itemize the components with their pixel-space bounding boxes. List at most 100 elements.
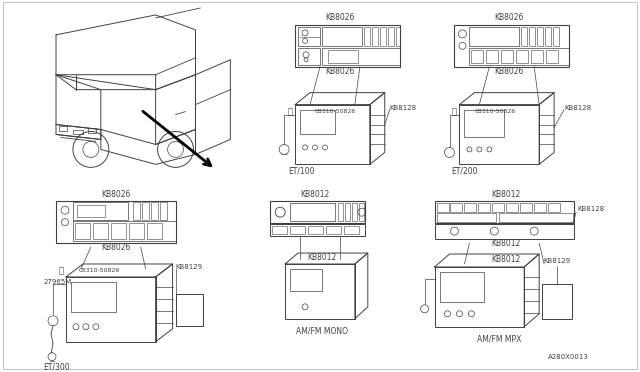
Bar xyxy=(290,269,322,291)
Bar xyxy=(478,203,490,212)
Bar xyxy=(159,202,166,220)
Bar xyxy=(531,50,543,63)
Text: KB8128: KB8128 xyxy=(390,105,417,110)
Bar xyxy=(516,50,528,63)
Text: ET/100: ET/100 xyxy=(288,167,315,176)
Bar xyxy=(465,110,504,138)
Bar xyxy=(285,264,355,319)
Bar xyxy=(372,27,378,46)
Bar xyxy=(520,203,532,212)
Bar xyxy=(435,267,524,327)
Bar xyxy=(270,224,365,236)
Text: 08310-50826: 08310-50826 xyxy=(474,109,516,114)
Bar xyxy=(542,284,572,319)
Bar xyxy=(129,223,143,239)
Bar xyxy=(492,203,504,212)
Bar xyxy=(359,203,364,221)
Bar xyxy=(454,25,569,67)
Text: KB8012: KB8012 xyxy=(492,238,521,248)
Bar xyxy=(440,272,484,302)
Text: Ⓝ: Ⓝ xyxy=(452,107,457,116)
Bar xyxy=(295,105,370,164)
Bar xyxy=(141,202,148,220)
Text: KB8012: KB8012 xyxy=(307,253,337,262)
Text: Ⓝ: Ⓝ xyxy=(58,266,63,275)
Bar xyxy=(150,202,157,220)
Bar xyxy=(364,27,370,46)
Bar xyxy=(290,226,305,234)
Text: AM/FM MPX: AM/FM MPX xyxy=(477,334,522,343)
Bar xyxy=(436,203,449,212)
Bar xyxy=(501,50,513,63)
Bar xyxy=(469,27,519,46)
Text: KB8026: KB8026 xyxy=(101,243,131,251)
Bar xyxy=(132,202,140,220)
Text: KB8026: KB8026 xyxy=(325,13,355,22)
Bar xyxy=(380,27,386,46)
Bar xyxy=(298,27,320,46)
Bar xyxy=(338,203,343,221)
Bar xyxy=(290,203,335,221)
Bar xyxy=(553,27,559,46)
Bar xyxy=(435,224,574,239)
Bar xyxy=(545,27,551,46)
Bar xyxy=(388,27,394,46)
Text: 27965M: 27965M xyxy=(43,279,71,285)
Bar xyxy=(352,203,357,221)
Text: KB8128: KB8128 xyxy=(564,105,591,110)
Bar xyxy=(308,226,323,234)
Text: KB8012: KB8012 xyxy=(300,190,330,199)
Bar xyxy=(75,223,90,239)
Bar xyxy=(486,50,499,63)
Bar xyxy=(548,203,560,212)
Text: KB8026: KB8026 xyxy=(495,13,524,22)
Bar xyxy=(499,213,573,222)
Bar xyxy=(298,48,320,65)
Bar xyxy=(93,223,108,239)
Bar xyxy=(326,226,341,234)
Bar xyxy=(460,105,539,164)
Bar xyxy=(59,125,67,131)
Bar xyxy=(435,201,574,223)
Text: KB8026: KB8026 xyxy=(325,67,355,76)
Text: 08310-50826: 08310-50826 xyxy=(315,109,356,114)
Bar xyxy=(111,223,125,239)
Bar xyxy=(506,203,518,212)
Bar xyxy=(77,205,105,217)
Bar xyxy=(295,25,400,67)
Text: 08310-50826: 08310-50826 xyxy=(79,269,120,273)
Bar xyxy=(472,50,483,63)
Bar xyxy=(147,223,162,239)
Bar xyxy=(73,129,83,135)
Text: Ⓝ: Ⓝ xyxy=(287,107,292,116)
Bar xyxy=(465,203,476,212)
Bar xyxy=(88,128,96,134)
Bar xyxy=(436,213,497,222)
Bar xyxy=(270,201,365,223)
Text: KB8128: KB8128 xyxy=(577,206,604,212)
Bar xyxy=(529,27,535,46)
Text: KB8012: KB8012 xyxy=(492,254,521,263)
Bar xyxy=(344,226,359,234)
Bar xyxy=(322,27,362,46)
Bar xyxy=(66,277,156,342)
Bar xyxy=(322,48,400,65)
Text: KB8012: KB8012 xyxy=(492,190,521,199)
Text: KB8129: KB8129 xyxy=(543,258,571,264)
Text: KB8026: KB8026 xyxy=(101,190,131,199)
Bar xyxy=(345,203,350,221)
Bar xyxy=(175,294,204,326)
Bar xyxy=(537,27,543,46)
Bar xyxy=(71,282,116,312)
Bar xyxy=(521,27,527,46)
Text: A280X0013: A280X0013 xyxy=(548,354,589,360)
Text: ET/300: ET/300 xyxy=(43,362,70,371)
Bar xyxy=(300,110,335,135)
Bar xyxy=(73,202,128,220)
Text: KB8129: KB8129 xyxy=(175,264,203,270)
Bar xyxy=(272,226,287,234)
Text: KB8026: KB8026 xyxy=(495,67,524,76)
Bar xyxy=(56,201,175,243)
Bar xyxy=(396,27,400,46)
Bar xyxy=(73,221,175,241)
